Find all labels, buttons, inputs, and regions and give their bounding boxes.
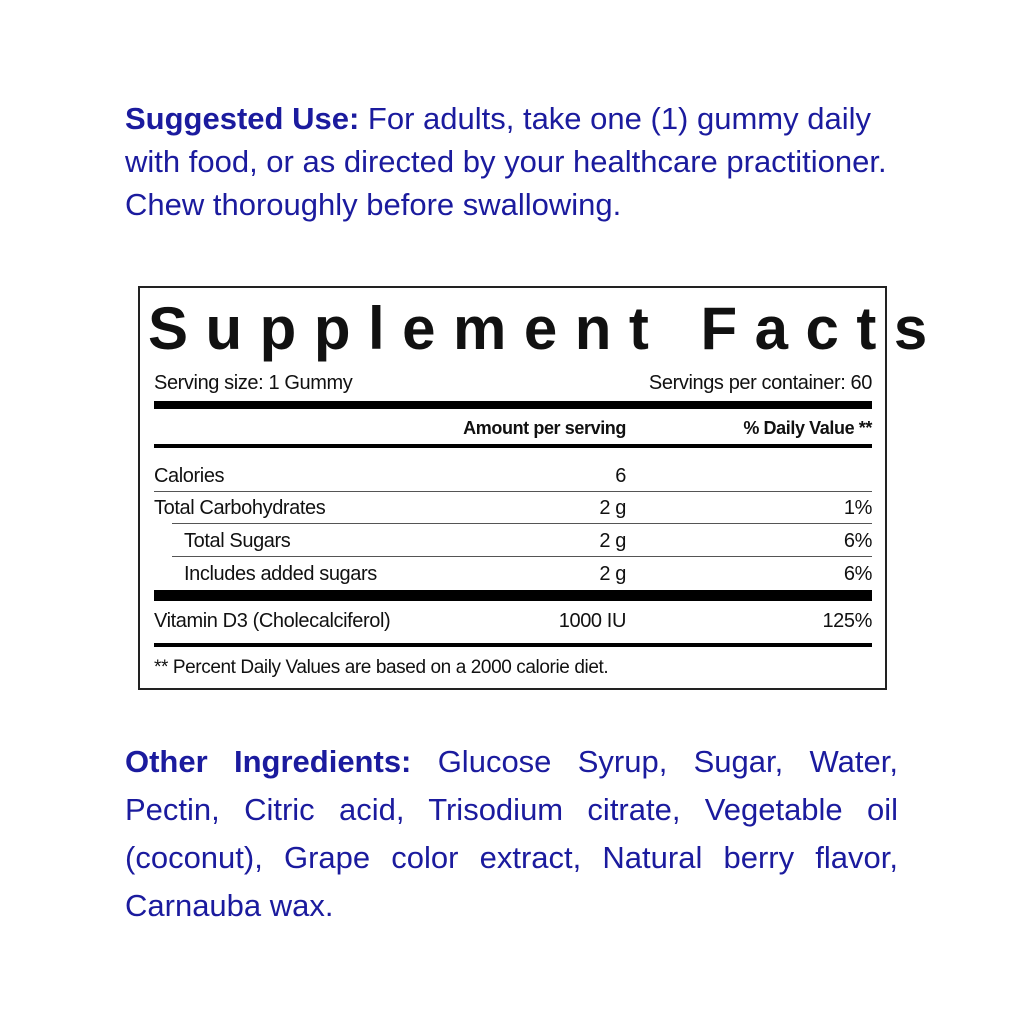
divider-thin [172,556,872,557]
servings-per-container: Servings per container: 60 [648,372,872,394]
header-dv: % Daily Value ** [743,418,872,438]
header-amount: Amount per serving [463,418,626,438]
divider-medium [154,643,872,647]
header-row: Amount per serving % Daily Value ** [154,414,872,442]
nutrient-dv: 6% [843,530,873,552]
other-ingredients-text: Glucose Syrup, Sugar, Water, Pectin, Cit… [125,744,898,923]
nutrient-amount: 2 g [599,563,626,585]
nutrient-amount: 2 g [599,530,626,552]
nutrient-name: Vitamin D3 (Cholecalciferol) [154,610,391,632]
row-total-sugars: Total Sugars 2 g 6% [154,527,872,555]
nutrient-name: Includes added sugars [184,563,377,585]
divider-thin [172,523,872,524]
suggested-use-text: For adults, take one (1) gummy daily wit… [125,101,887,222]
nutrient-amount: 6 [615,465,626,487]
footnote-row: ** Percent Daily Values are based on a 2… [154,654,872,682]
other-ingredients: Other Ingredients: Glucose Syrup, Sugar,… [125,738,898,930]
divider-thin [154,491,872,492]
row-added-sugars: Includes added sugars 2 g 6% [154,560,872,588]
nutrient-dv: 6% [843,563,873,585]
nutrient-dv: 125% [822,610,872,632]
row-calories: Calories 6 [154,462,872,490]
supplement-facts-panel: Supplement Facts Serving size: 1 Gummy S… [138,286,927,690]
divider-thick [154,401,872,409]
suggested-use: Suggested Use: For adults, take one (1) … [125,97,915,226]
nutrient-name: Total Carbohydrates [154,497,326,519]
divider-medium [154,444,872,448]
other-ingredients-label: Other Ingredients: [125,744,412,779]
nutrient-name: Total Sugars [184,530,291,552]
row-total-carbohydrates: Total Carbohydrates 2 g 1% [154,494,872,522]
nutrient-amount: 1000 IU [558,610,627,632]
nutrient-amount: 2 g [599,497,626,519]
divider-thick [154,590,872,601]
nutrient-dv: 1% [843,497,873,519]
serving-size: Serving size: 1 Gummy [154,372,353,394]
serving-info-row: Serving size: 1 Gummy Servings per conta… [154,369,872,397]
nutrient-name: Calories [154,465,225,487]
suggested-use-label: Suggested Use: [125,101,360,136]
footnote: ** Percent Daily Values are based on a 2… [154,657,609,678]
row-vitamin-d3: Vitamin D3 (Cholecalciferol) 1000 IU 125… [154,607,872,635]
panel-title: Supplement Facts [148,295,945,362]
